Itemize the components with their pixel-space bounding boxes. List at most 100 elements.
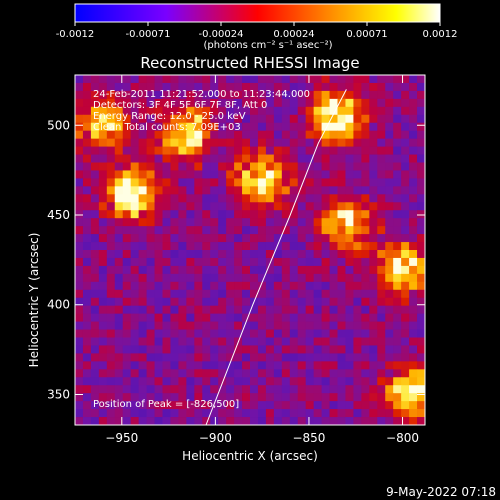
heatmap-cell xyxy=(265,98,275,108)
heatmap-cell xyxy=(321,289,330,299)
heatmap-cell xyxy=(194,162,203,171)
heatmap-cell xyxy=(281,337,291,346)
heatmap-cell xyxy=(234,146,243,155)
heatmap-cell xyxy=(178,106,187,116)
heatmap-cell xyxy=(186,353,195,362)
heatmap-cell xyxy=(90,377,100,386)
heatmap-cell xyxy=(218,281,227,291)
heatmap-cell xyxy=(377,146,386,155)
heatmap-cell xyxy=(210,90,219,100)
heatmap-cell xyxy=(218,162,227,171)
heatmap-cell xyxy=(353,337,362,346)
heatmap-cell xyxy=(106,75,116,84)
heatmap-cell xyxy=(409,114,418,124)
heatmap-cell xyxy=(178,154,187,163)
heatmap-cell xyxy=(75,210,84,219)
heatmap-cell xyxy=(337,401,346,410)
heatmap-cell xyxy=(154,265,163,275)
heatmap-cell xyxy=(226,313,235,322)
heatmap-cell xyxy=(82,345,92,354)
heatmap-cell xyxy=(257,75,267,84)
heatmap-cell xyxy=(305,122,315,132)
heatmap-cell xyxy=(146,305,155,315)
heatmap-cell xyxy=(106,226,116,235)
heatmap-cell xyxy=(146,369,155,378)
heatmap-cell xyxy=(218,305,227,315)
heatmap-cell xyxy=(170,90,179,100)
heatmap-cell xyxy=(98,329,108,338)
heatmap-cell xyxy=(114,273,124,283)
heatmap-cell xyxy=(226,90,235,100)
heatmap-cell xyxy=(313,138,322,147)
heatmap-cell xyxy=(337,218,346,227)
heatmap-cell xyxy=(297,226,307,235)
peak-label: Position of Peak = [-826,500] xyxy=(93,399,239,410)
heatmap-cell xyxy=(417,361,425,370)
heatmap-cell xyxy=(409,393,418,402)
heatmap-cell xyxy=(313,385,322,394)
heatmap-cell xyxy=(401,297,410,307)
heatmap-cell xyxy=(353,114,362,124)
heatmap-cell xyxy=(122,90,132,100)
heatmap-cell xyxy=(82,305,92,315)
heatmap-cell xyxy=(242,329,251,338)
heatmap-cell xyxy=(273,257,283,267)
heatmap-cell xyxy=(146,82,155,92)
heatmap-cell xyxy=(409,337,418,346)
heatmap-cell xyxy=(377,82,386,92)
heatmap-cell xyxy=(265,401,275,410)
heatmap-cell xyxy=(154,369,163,378)
heatmap-cell xyxy=(242,393,251,402)
heatmap-cell xyxy=(226,377,235,386)
heatmap-cell xyxy=(297,170,307,179)
heatmap-cell xyxy=(417,257,425,267)
heatmap-cell xyxy=(75,82,84,92)
heatmap-cell xyxy=(393,114,402,124)
heatmap-cell xyxy=(114,114,124,124)
heatmap-cell xyxy=(234,122,243,132)
heatmap-cell xyxy=(98,377,108,386)
heatmap-cell xyxy=(369,154,378,163)
heatmap-cell xyxy=(257,273,267,283)
heatmap-cell xyxy=(178,114,187,124)
y-tick-label: 400 xyxy=(47,298,70,312)
heatmap-cell xyxy=(385,82,394,92)
heatmap-cell xyxy=(345,138,354,147)
heatmap-cell xyxy=(178,146,187,155)
heatmap-cell xyxy=(98,345,108,354)
heatmap-cell xyxy=(250,385,259,394)
heatmap-cell xyxy=(170,98,179,108)
heatmap-cell xyxy=(281,369,291,378)
heatmap-cell xyxy=(401,361,410,370)
heatmap-cell xyxy=(138,146,147,155)
heatmap-cell xyxy=(242,194,251,203)
heatmap-cell xyxy=(226,257,235,267)
heatmap-cell xyxy=(337,361,346,370)
heatmap-cell xyxy=(257,202,267,211)
heatmap-cell xyxy=(122,353,132,362)
heatmap-cell xyxy=(289,75,299,84)
heatmap-cell xyxy=(353,297,362,307)
heatmap-cell xyxy=(130,178,140,187)
heatmap-cell xyxy=(138,345,147,354)
heatmap-cell xyxy=(138,297,147,307)
heatmap-cell xyxy=(289,377,299,386)
heatmap-cell xyxy=(75,122,84,132)
heatmap-cell xyxy=(305,265,315,275)
heatmap-cell xyxy=(98,281,108,291)
heatmap-cell xyxy=(234,377,243,386)
heatmap-cell xyxy=(409,305,418,315)
heatmap-cell xyxy=(401,369,410,378)
heatmap-cell xyxy=(210,401,219,410)
heatmap-cell xyxy=(186,305,195,315)
heatmap-cell xyxy=(409,329,418,338)
heatmap-cell xyxy=(242,226,251,235)
heatmap-cell xyxy=(210,265,219,275)
heatmap-cell xyxy=(210,353,219,362)
heatmap-cell xyxy=(250,265,259,275)
heatmap-cell xyxy=(242,369,251,378)
heatmap-cell xyxy=(210,273,219,283)
heatmap-cell xyxy=(202,297,211,307)
heatmap-cell xyxy=(234,273,243,283)
heatmap-cell xyxy=(98,250,108,259)
